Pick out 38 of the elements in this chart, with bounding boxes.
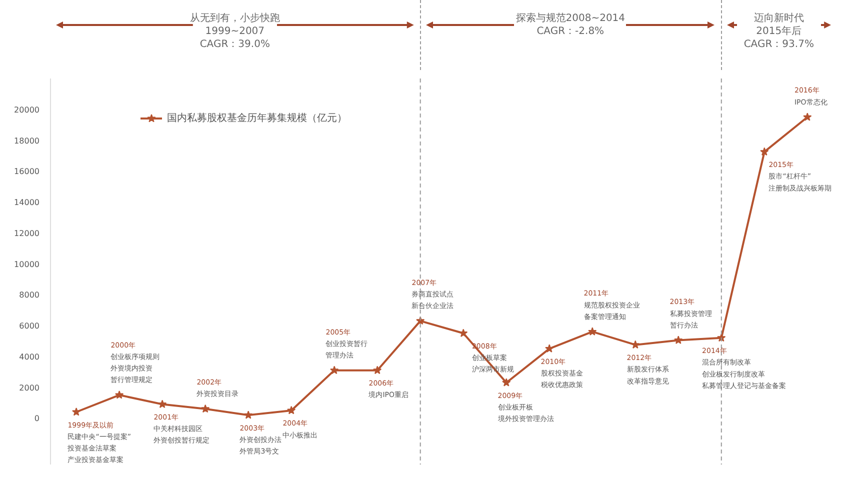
point [72,408,81,416]
text: CAGR：93.7% [744,39,814,50]
text: CAGR：-2.8% [536,26,604,37]
point [459,328,468,337]
point [674,336,683,344]
point [760,147,769,156]
point [502,378,511,386]
point [416,316,425,325]
text: 探索与规范2008~2014 [516,13,626,24]
point [330,366,339,374]
point [244,410,253,419]
y-tick-label: 0 [34,414,40,424]
point [588,327,597,336]
point [373,366,382,374]
y-tick-label: 10000 [14,260,40,269]
y-tick-label: 8000 [19,290,40,300]
point [803,112,812,121]
text: 从无到有，小步快跑 [190,13,280,24]
point [287,406,296,414]
y-tick-label: 20000 [14,105,40,114]
point [631,340,640,349]
point [545,344,554,352]
text: 1999~2007 [205,26,265,37]
y-tick-label: 12000 [14,228,40,238]
point [158,400,167,408]
y-tick-label: 14000 [14,198,40,208]
legend-label: 国内私募股权基金历年募集规模（亿元） [167,112,347,125]
text: 2015年后 [756,26,802,37]
point [115,390,124,399]
point [201,404,210,413]
text: CAGR：39.0% [200,39,270,50]
text: 迈向新时代 [754,13,804,24]
y-tick-label: 18000 [14,136,40,146]
y-tick-label: 6000 [19,322,40,331]
point [717,333,726,342]
y-tick-label: 16000 [14,167,40,176]
y-tick-label: 2000 [19,383,40,392]
y-tick-label: 4000 [19,352,40,362]
